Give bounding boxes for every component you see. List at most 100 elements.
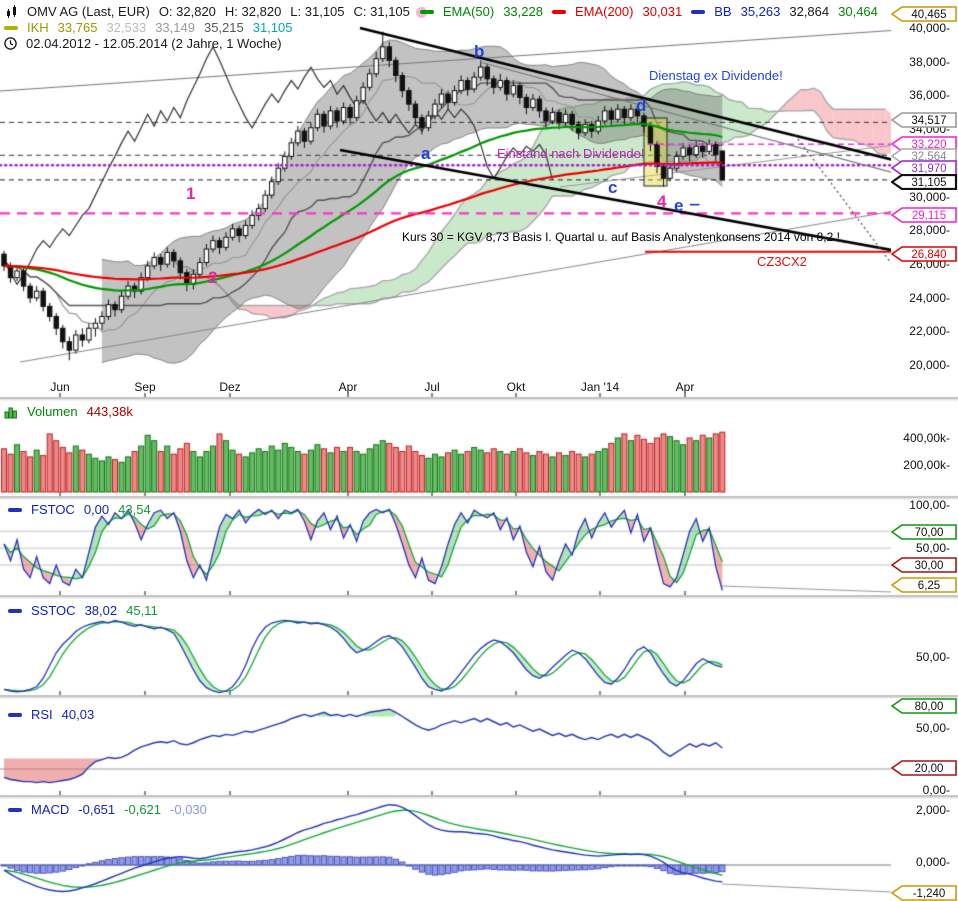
axis-label: 200,00k- xyxy=(903,458,950,472)
legend-value: 33,228 xyxy=(503,4,543,19)
legend-value: IKH xyxy=(27,20,49,35)
legend-value: OMV AG (Last, EUR) xyxy=(27,4,150,19)
legend-value: 45,11 xyxy=(126,603,158,618)
note-ex-dividend: Dienstag ex Dividende! xyxy=(649,68,783,83)
axis-tag-6,25: 6,25 xyxy=(890,577,958,593)
wave-label-b: b xyxy=(474,42,485,61)
svg-text:40,465: 40,465 xyxy=(911,9,946,21)
indicator-dash-icon xyxy=(8,507,22,512)
legend-value: -0,621 xyxy=(124,802,162,817)
rsi-panel-header: RSI 40,03 xyxy=(8,707,94,722)
axis-label: 400,00k- xyxy=(903,431,950,445)
note-kgv: Kurs 30 = KGV 8,73 Basis I. Quartal u. a… xyxy=(402,230,840,244)
svg-text:80,00: 80,00 xyxy=(915,701,944,713)
svg-text:20,00: 20,00 xyxy=(915,763,944,775)
legend-value: 40,03 xyxy=(61,707,95,722)
legend-value: FSTOC xyxy=(31,502,75,517)
legend-value: H: 32,820 xyxy=(224,4,282,19)
sstoc-panel-header: SSTOC 38,02 45,11 xyxy=(8,603,158,618)
legend-value: 31,105 xyxy=(252,20,293,35)
legend-value: 33,149 xyxy=(155,20,195,35)
svg-text:26,840: 26,840 xyxy=(911,249,946,261)
legend-value: 30,464 xyxy=(838,4,878,19)
wave-label-a: a xyxy=(421,144,431,163)
axis-tag-20,00: 20,00 xyxy=(890,760,958,776)
legend-value: 43,54 xyxy=(118,502,151,517)
axis-label: 2,000- xyxy=(915,803,950,817)
svg-text:30,00: 30,00 xyxy=(915,560,944,572)
clock-icon xyxy=(4,37,17,50)
legend-value: BB xyxy=(714,4,732,19)
legend-value: 443,38k xyxy=(86,404,133,419)
legend-value: MACD xyxy=(31,802,70,817)
wave-label-4: 4 xyxy=(657,192,667,211)
legend-value: C: 31,105 xyxy=(353,4,410,19)
month-label: Okt xyxy=(506,380,526,394)
wave-label-e: e xyxy=(674,196,684,215)
axis-label: 40,000- xyxy=(909,21,950,35)
legend-value: -0,651 xyxy=(78,802,116,817)
wave-label-1: 1 xyxy=(186,184,196,203)
svg-text:31,105: 31,105 xyxy=(911,177,946,189)
legend-value: SSTOC xyxy=(31,603,76,618)
note-certificate: CZ3CX2 xyxy=(757,254,807,269)
axis-tag-33,220: 33,220 xyxy=(890,136,958,152)
month-label: Apr xyxy=(675,380,695,394)
legend-value: 33,765 xyxy=(57,20,98,35)
date-range-label: 02.04.2012 - 12.05.2014 (2 Jahre, 1 Woch… xyxy=(26,36,282,51)
legend-value: Volumen xyxy=(27,404,78,419)
axis-label: 36,000- xyxy=(909,88,950,102)
volume-panel-header: Volumen 443,38k xyxy=(4,404,133,419)
legend-value: 35,263 xyxy=(740,4,781,19)
month-label: Jan '14 xyxy=(580,380,620,394)
axis-label: 28,000- xyxy=(909,223,950,237)
axis-tag-31,105: 31,105 xyxy=(890,173,958,191)
legend-value: 32,533 xyxy=(106,20,147,35)
svg-text:70,00: 70,00 xyxy=(915,527,944,539)
indicator-dash-icon xyxy=(8,712,22,717)
legend-value: EMA(200) xyxy=(574,4,634,19)
wave-label-2: 2 xyxy=(208,268,218,287)
axis-tag-29,115: 29,115 xyxy=(890,207,958,223)
svg-text:6,25: 6,25 xyxy=(918,580,940,592)
legend-value: 32,864 xyxy=(789,4,830,19)
date-range-row: 02.04.2012 - 12.05.2014 (2 Jahre, 1 Woch… xyxy=(4,36,282,51)
indicator-dash-icon xyxy=(8,807,22,812)
axis-tag-26,840: 26,840 xyxy=(890,246,958,262)
svg-text:-1,240: -1,240 xyxy=(913,888,946,900)
main-chart-legend: OMV AG (Last, EUR) O: 32,820 H: 32,820 L: 3… xyxy=(4,4,878,19)
volume-bars-icon xyxy=(4,407,17,418)
axis-label: 24,000- xyxy=(909,291,950,305)
axis-tag-30,00: 30,00 xyxy=(890,557,958,573)
legend-value: -0,030 xyxy=(170,802,207,817)
fstoc-panel-header: FSTOC 0,00 43,54 xyxy=(8,502,151,517)
axis-label: 50,00- xyxy=(915,721,950,735)
wave-label-d: d xyxy=(636,96,647,115)
month-label: Jun xyxy=(50,380,70,394)
candlestick-icon xyxy=(7,4,16,18)
ichimoku-legend: IKH 33,765 32,533 33,149 35,215 31,105 xyxy=(4,20,293,35)
month-label: Apr xyxy=(338,380,358,394)
note-einstand: Einstand nach Dividende! xyxy=(497,146,645,161)
axis-label: 30,000- xyxy=(909,190,950,204)
legend-value: L: 31,105 xyxy=(290,4,345,19)
axis-label: 50,00- xyxy=(915,541,950,555)
legend-value: RSI xyxy=(31,707,53,722)
axis-tag-34,517: 34,517 xyxy=(890,112,958,128)
axis-label: 38,000- xyxy=(909,55,950,69)
svg-text:29,115: 29,115 xyxy=(912,210,946,222)
month-label: Sep xyxy=(134,380,156,394)
legend-value: 0,00 xyxy=(83,502,110,517)
svg-text:33,220: 33,220 xyxy=(911,139,946,151)
axis-tag-80,00: 80,00 xyxy=(890,698,958,714)
svg-text:34,517: 34,517 xyxy=(911,115,946,127)
indicator-dash-icon xyxy=(4,25,18,30)
axis-label: 0,00- xyxy=(922,783,950,797)
axis-tag-40,465: 40,465 xyxy=(890,6,958,22)
legend-value: EMA(50) xyxy=(442,4,495,19)
indicator-dash-icon xyxy=(691,9,706,14)
axis-label: 20,000- xyxy=(909,358,950,372)
legend-value: O: 32,820 xyxy=(158,4,216,19)
axis-tag-31,970: 31,970 xyxy=(890,160,958,176)
